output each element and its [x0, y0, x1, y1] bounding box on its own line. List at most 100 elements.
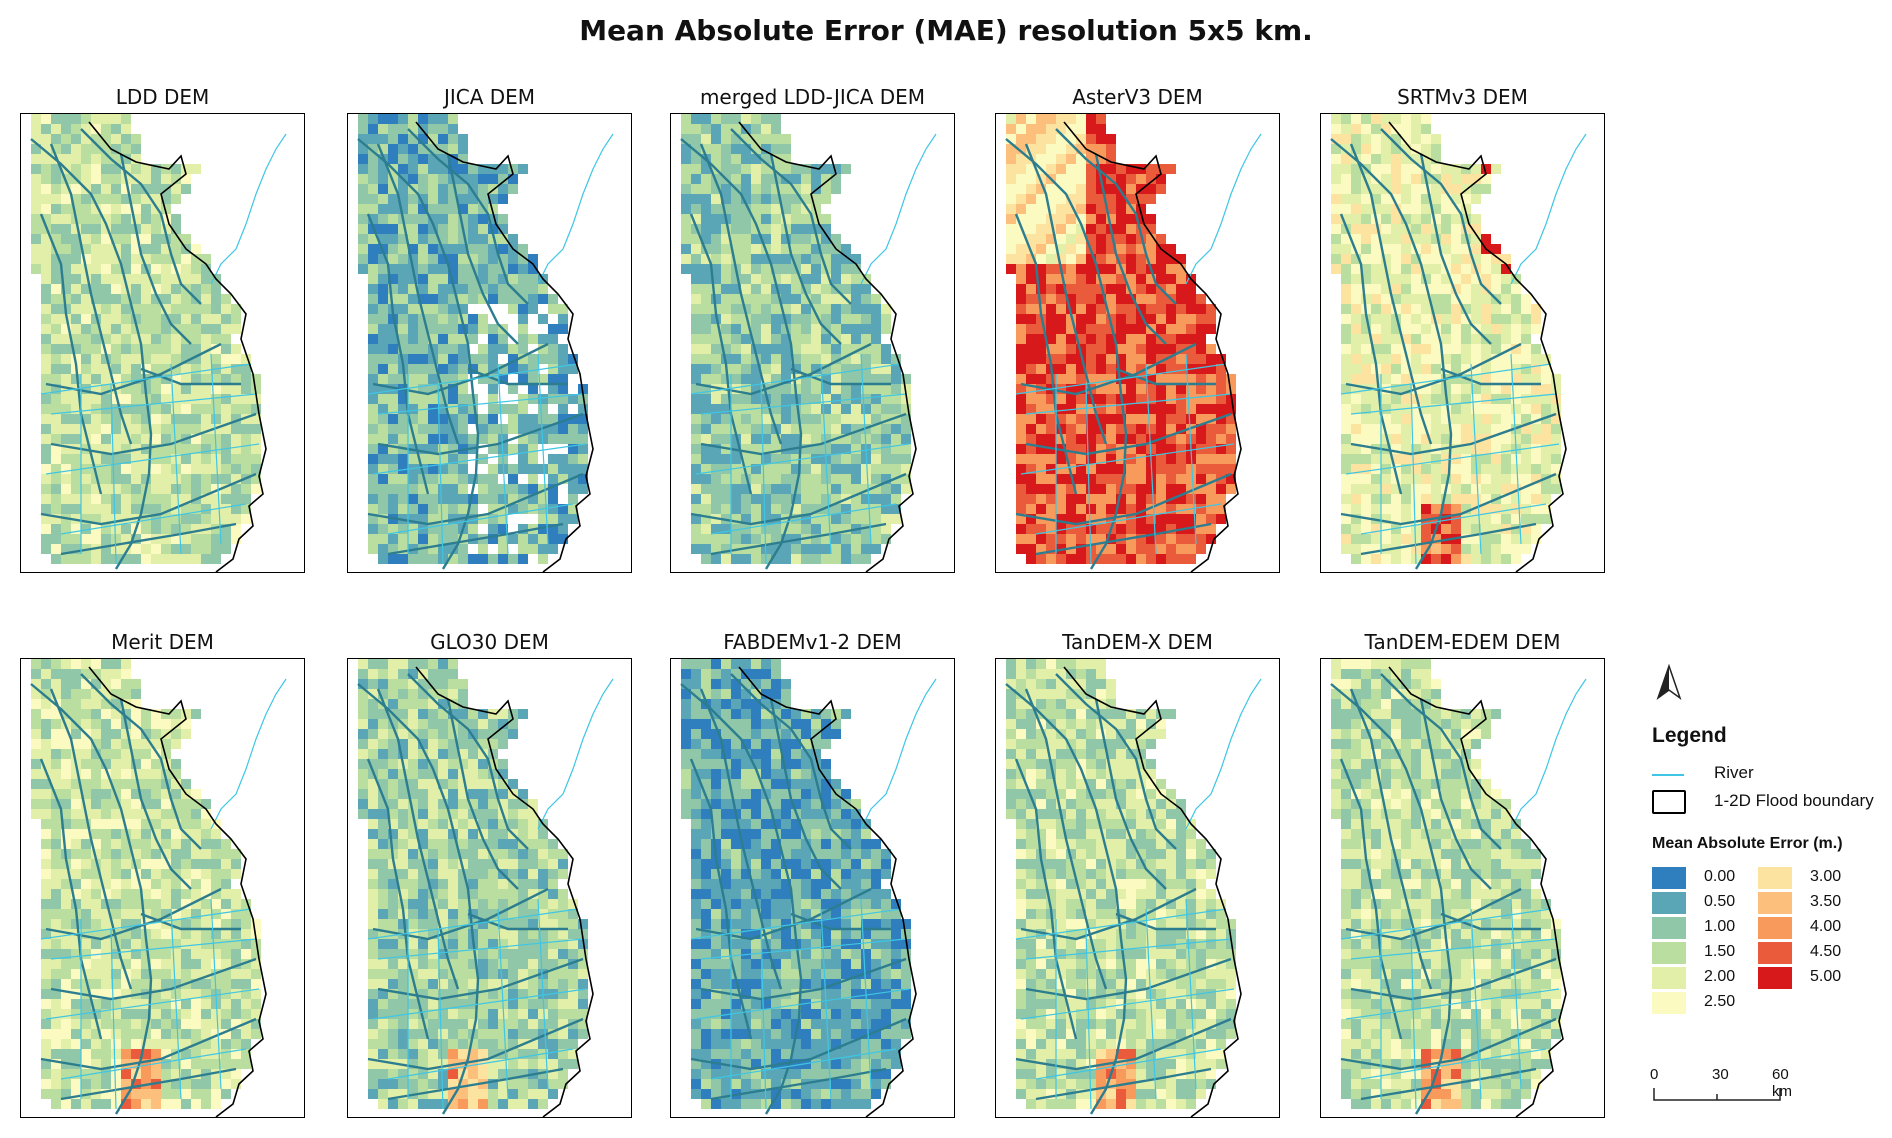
mae-cell — [1391, 244, 1401, 254]
mae-cell — [191, 799, 201, 809]
mae-cell — [1136, 464, 1146, 474]
mae-cell — [1086, 124, 1096, 134]
mae-cell — [701, 324, 711, 334]
mae-cell — [1351, 414, 1361, 424]
mae-cell — [488, 214, 498, 224]
mae-cell — [191, 1019, 201, 1029]
mae-cell — [181, 1009, 191, 1019]
mae-cell — [721, 234, 731, 244]
mae-cell — [121, 989, 131, 999]
mae-cell — [871, 294, 881, 304]
mae-cell — [121, 464, 131, 474]
mae-cell — [681, 214, 691, 224]
mae-cell — [231, 959, 241, 969]
river-line — [50, 393, 257, 415]
mae-cell — [881, 434, 891, 444]
mae-cell — [1096, 124, 1106, 134]
mae-cell — [121, 679, 131, 689]
mae-cell — [1341, 494, 1351, 504]
mae-cell — [1411, 184, 1421, 194]
mae-cell — [418, 324, 428, 334]
mae-cell — [191, 989, 201, 999]
mae-cell — [231, 394, 241, 404]
mae-cell — [731, 524, 741, 534]
mae-cell — [1166, 334, 1176, 344]
mae-cell — [221, 454, 231, 464]
mae-cell — [101, 839, 111, 849]
mae-cell — [1036, 524, 1046, 534]
mae-cell — [161, 1049, 171, 1059]
mae-cell — [1206, 324, 1216, 334]
mae-cell — [711, 274, 721, 284]
mae-cell — [161, 869, 171, 879]
mae-cell — [408, 284, 418, 294]
mae-cell — [761, 184, 771, 194]
mae-cell — [801, 324, 811, 334]
mae-cell — [1036, 434, 1046, 444]
mae-cell — [518, 274, 528, 284]
mae-cell — [1036, 384, 1046, 394]
mae-cell — [1106, 554, 1116, 564]
mae-cell — [488, 264, 498, 274]
mae-cell — [91, 789, 101, 799]
mae-cell — [378, 214, 388, 224]
mae-cell — [91, 194, 101, 204]
mae-cell — [141, 969, 151, 979]
mae-cell — [791, 344, 801, 354]
mae-cell — [141, 1039, 151, 1049]
mae-cell — [41, 909, 51, 919]
mae-cell — [448, 484, 458, 494]
mae-cell — [1361, 394, 1371, 404]
mae-cell — [488, 284, 498, 294]
mae-cell — [1176, 334, 1186, 344]
mae-cell — [711, 494, 721, 504]
mae-cell — [691, 434, 701, 444]
mae-cell — [1166, 504, 1176, 514]
mae-cell — [1036, 234, 1046, 244]
mae-cell — [51, 284, 61, 294]
mae-cell — [1431, 254, 1441, 264]
mae-cell — [528, 534, 538, 544]
mae-cell — [548, 344, 558, 354]
mae-cell — [751, 314, 761, 324]
mae-cell — [131, 739, 141, 749]
mae-cell — [71, 809, 81, 819]
mae-cell — [881, 354, 891, 364]
mae-cell — [498, 334, 508, 344]
mae-cell — [151, 404, 161, 414]
mae-cell — [881, 424, 891, 434]
mae-cell — [438, 334, 448, 344]
mae-cell — [448, 364, 458, 374]
mae-cell — [1461, 514, 1471, 524]
mae-cell — [821, 384, 831, 394]
mae-cell — [1076, 454, 1086, 464]
mae-cell — [1541, 444, 1551, 454]
mae-cell — [31, 689, 41, 699]
mae-cell — [518, 324, 528, 334]
mae-cell — [388, 424, 398, 434]
mae-cell — [81, 144, 91, 154]
map-panel: JICA DEM — [347, 85, 632, 573]
panel-title: JICA DEM — [443, 85, 536, 109]
mae-cell — [448, 344, 458, 354]
mae-cell — [111, 1069, 121, 1079]
mae-cell — [101, 929, 111, 939]
mae-cell — [1146, 284, 1156, 294]
mae-cell — [1411, 294, 1421, 304]
mae-cell — [171, 354, 181, 364]
mae-cell — [1086, 204, 1096, 214]
mae-cell — [791, 454, 801, 464]
mae-cell — [181, 889, 191, 899]
mae-cell — [161, 354, 171, 364]
mae-cell — [1441, 514, 1451, 524]
mae-cell — [111, 909, 121, 919]
mae-cell — [488, 524, 498, 534]
mae-cell — [131, 324, 141, 334]
mae-cell — [141, 214, 151, 224]
mae-cell — [1126, 294, 1136, 304]
channel-line — [1340, 472, 1557, 526]
river-line — [367, 363, 579, 395]
mae-cell — [161, 939, 171, 949]
mae-cell — [488, 274, 498, 284]
mae-cell — [191, 969, 201, 979]
